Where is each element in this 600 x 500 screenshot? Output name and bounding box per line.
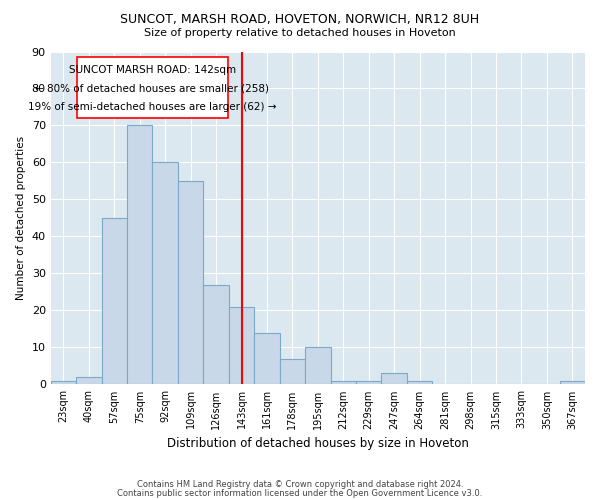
Bar xyxy=(127,126,152,384)
Text: SUNCOT, MARSH ROAD, HOVETON, NORWICH, NR12 8UH: SUNCOT, MARSH ROAD, HOVETON, NORWICH, NR… xyxy=(121,12,479,26)
Bar xyxy=(76,377,101,384)
X-axis label: Distribution of detached houses by size in Hoveton: Distribution of detached houses by size … xyxy=(167,437,469,450)
FancyBboxPatch shape xyxy=(77,57,227,118)
Text: Contains public sector information licensed under the Open Government Licence v3: Contains public sector information licen… xyxy=(118,488,482,498)
Bar xyxy=(101,218,127,384)
Bar xyxy=(203,284,229,384)
Text: Contains HM Land Registry data © Crown copyright and database right 2024.: Contains HM Land Registry data © Crown c… xyxy=(137,480,463,489)
Bar xyxy=(356,380,382,384)
Bar xyxy=(229,306,254,384)
Bar xyxy=(407,380,433,384)
Bar xyxy=(331,380,356,384)
Bar xyxy=(152,162,178,384)
Bar xyxy=(280,358,305,384)
Bar xyxy=(254,332,280,384)
Y-axis label: Number of detached properties: Number of detached properties xyxy=(16,136,26,300)
Bar xyxy=(382,374,407,384)
Text: SUNCOT MARSH ROAD: 142sqm: SUNCOT MARSH ROAD: 142sqm xyxy=(69,66,236,76)
Bar xyxy=(560,380,585,384)
Text: ← 80% of detached houses are smaller (258): ← 80% of detached houses are smaller (25… xyxy=(35,84,269,94)
Bar xyxy=(305,348,331,385)
Text: Size of property relative to detached houses in Hoveton: Size of property relative to detached ho… xyxy=(144,28,456,38)
Text: 19% of semi-detached houses are larger (62) →: 19% of semi-detached houses are larger (… xyxy=(28,102,277,112)
Bar xyxy=(178,181,203,384)
Bar xyxy=(50,380,76,384)
